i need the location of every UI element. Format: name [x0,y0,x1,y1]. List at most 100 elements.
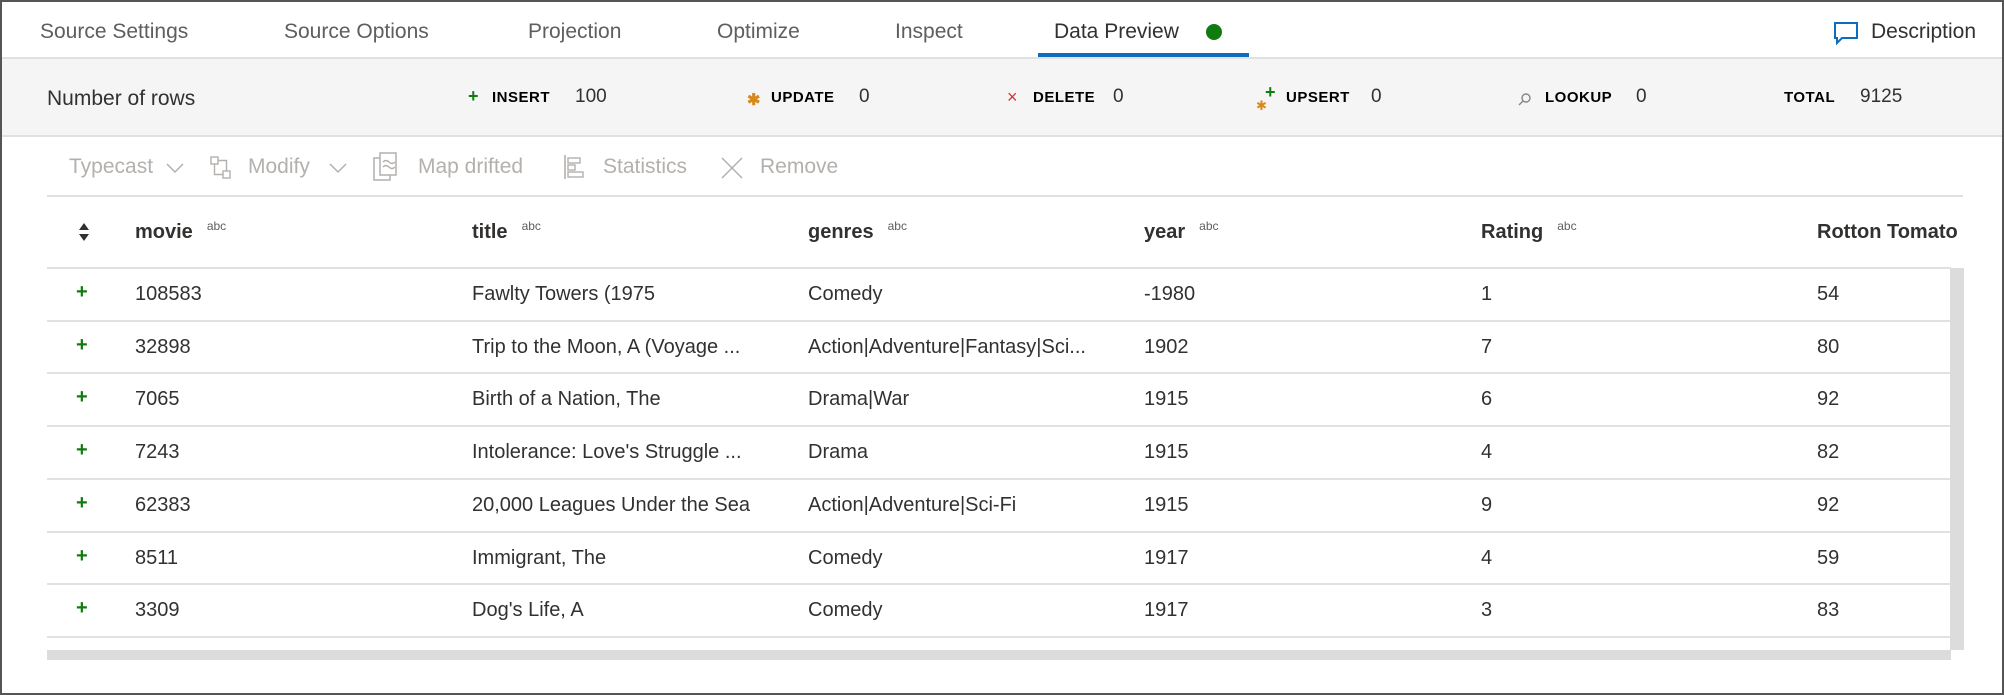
cell-genres: Comedy [808,283,883,305]
cell-title: Immigrant, The [472,546,607,569]
type-badge: abc [1199,219,1219,233]
row-divider [47,477,1951,480]
update-value: 0 [859,86,870,107]
column-name: Rotton Tomato [1817,221,1958,243]
cell-rating: 1 [1481,283,1493,305]
insert-row-icon: + [76,281,88,303]
total-label: TOTAL [1784,89,1836,106]
cell-rating: 7 [1481,335,1493,358]
upsert-label: UPSERT [1286,89,1350,106]
cell-genres: Drama|War [808,388,910,411]
status-dot-icon [1206,24,1222,40]
insert-label: INSERT [492,89,551,106]
cell-rotton-tomato: 54 [1817,283,1840,305]
column-name: title [472,221,508,243]
insert-row-icon: + [76,491,88,514]
toolbar-divider [47,195,1963,197]
number-of-rows-label: Number of rows [47,87,196,110]
lookup-label: LOOKUP [1545,89,1613,106]
comment-icon [1834,22,1858,46]
cell-rating: 6 [1481,388,1493,411]
horizontal-scrollbar[interactable] [47,650,1951,660]
cell-genres: Action|Adventure|Sci-Fi [808,493,1017,516]
map-drifted-icon [373,152,397,181]
cell-year: 1917 [1144,546,1189,569]
tab-projection[interactable]: Projection [528,20,622,43]
typecast-button[interactable]: Typecast [69,155,154,178]
delete-x-icon: × [1007,87,1018,107]
cell-rotton-tomato: 82 [1817,441,1840,464]
cell-movie: 7065 [135,388,180,411]
row-divider [47,319,1951,322]
cell-year: 1915 [1144,441,1189,464]
cell-movie: 32898 [135,335,191,358]
upsert-value: 0 [1371,86,1382,107]
type-badge: abc [1557,219,1577,233]
statistics-icon [564,155,584,179]
cell-title: Trip to the Moon, A (Voyage ... [472,335,741,358]
column-header-year[interactable]: year abc [1144,219,1219,244]
type-badge: abc [521,219,541,233]
column-name: genres [808,221,874,243]
upsert-plus-icon: + [1265,82,1276,102]
column-header-rotton-tomato[interactable]: Rotton Tomato [1817,221,1958,244]
row-divider [47,425,1951,428]
cell-rotton-tomato: 80 [1817,335,1840,358]
delete-value: 0 [1113,86,1124,107]
sort-icon[interactable] [78,222,90,242]
column-name: movie [135,221,193,243]
row-count-bar [2,57,2002,137]
cell-title: Fawlty Towers (1975 [472,283,656,305]
row-divider [47,530,1951,533]
row-divider [47,583,1951,586]
cell-movie: 62383 [135,493,191,516]
tab-source-options[interactable]: Source Options [284,20,429,43]
column-header-movie[interactable]: movie abc [135,219,227,244]
remove-button[interactable]: Remove [760,155,839,178]
lookup-search-icon [1518,93,1531,106]
column-name: Rating [1481,221,1544,243]
cell-year: 1915 [1144,388,1189,411]
insert-row-icon: + [76,386,88,409]
statistics-button[interactable]: Statistics [603,155,688,178]
map-drifted-button[interactable]: Map drifted [418,155,524,178]
cell-year: 1917 [1144,599,1189,622]
type-badge: abc [887,219,907,233]
column-name: year [1144,221,1186,243]
modify-button[interactable]: Modify [248,155,310,178]
cell-rating: 3 [1481,599,1493,622]
cell-movie: 108583 [135,283,202,305]
cell-rotton-tomato: 92 [1817,493,1840,516]
column-header-genres[interactable]: genres abc [808,219,907,244]
insert-row-icon: + [76,544,88,567]
cell-genres: Comedy [808,546,883,569]
tab-optimize[interactable]: Optimize [717,20,800,43]
type-badge: abc [206,219,227,233]
cell-year: 1902 [1144,335,1189,358]
cell-title: 20,000 Leagues Under the Sea [472,493,750,516]
cell-movie: 3309 [135,599,180,622]
column-header-title[interactable]: title abc [472,219,541,244]
cell-rating: 9 [1481,493,1493,516]
cell-rotton-tomato: 92 [1817,388,1840,411]
description-label: Description [1871,20,1977,43]
insert-row-icon: + [76,333,88,356]
cell-title: Birth of a Nation, The [472,388,661,411]
cell-rotton-tomato: 83 [1817,599,1840,622]
cell-rating: 4 [1481,546,1493,569]
modify-icon [210,156,231,179]
tab-data-preview[interactable]: Data Preview [1054,20,1179,43]
cell-genres: Action|Adventure|Fantasy|Sci... [808,335,1086,358]
column-header-rating[interactable]: Rating abc [1481,219,1577,244]
typecast-chevron-down-icon [166,163,184,174]
tab-inspect[interactable]: Inspect [895,20,963,43]
cell-title: Intolerance: Love's Struggle ... [472,441,742,464]
cell-genres: Comedy [808,599,883,622]
row-divider [47,372,1951,375]
tab-source-settings[interactable]: Source Settings [40,20,189,43]
total-value: 9125 [1860,86,1903,107]
insert-value: 100 [575,86,607,107]
vertical-scrollbar[interactable] [1950,268,1964,650]
cell-rotton-tomato: 59 [1817,546,1840,569]
